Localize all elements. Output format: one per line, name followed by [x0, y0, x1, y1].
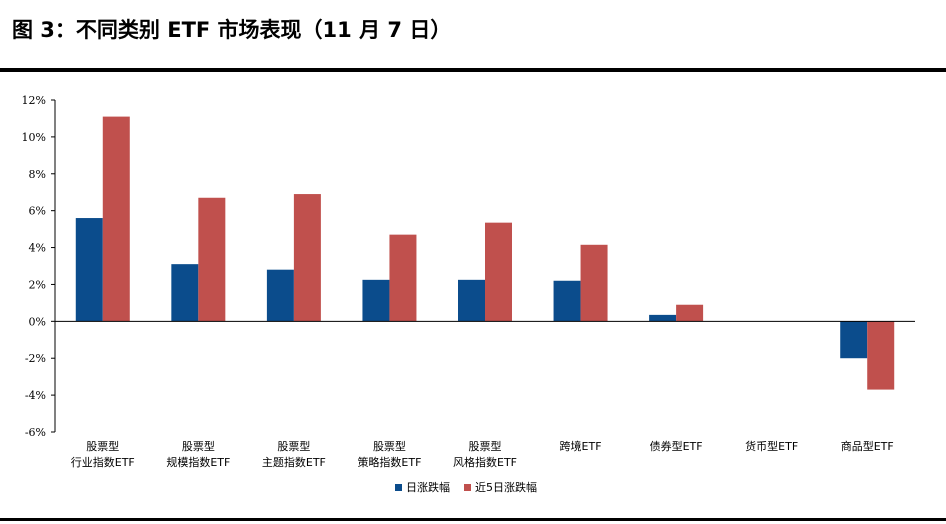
bar-series2: [293, 194, 321, 322]
y-tick-label: -6%: [25, 426, 46, 439]
bar-series2: [867, 321, 895, 390]
y-tick-label: 8%: [29, 168, 46, 181]
legend-swatch: [395, 484, 402, 491]
y-tick-label: 10%: [22, 131, 46, 144]
category-label: 股票型: [277, 439, 310, 453]
y-tick-label: 2%: [29, 278, 46, 291]
category-label: 商品型ETF: [841, 439, 894, 453]
bar-series1: [362, 279, 390, 322]
category-label: 股票型: [86, 439, 119, 453]
legend-label: 近5日涨跌幅: [475, 480, 537, 494]
category-label: 规模指数ETF: [166, 455, 230, 469]
bar-series2: [198, 197, 226, 322]
category-label: 跨境ETF: [560, 439, 602, 453]
bar-series2: [102, 116, 130, 322]
legend: 日涨跌幅 近5日涨跌幅: [395, 480, 537, 494]
bar-series1: [75, 218, 103, 322]
bar-series2: [485, 222, 512, 322]
y-tick-label: 0%: [29, 315, 46, 328]
bottom-rule: [0, 518, 946, 521]
bar-series2: [580, 244, 608, 322]
chart-title: 图 3：不同类别 ETF 市场表现（11 月 7 日）: [12, 18, 452, 42]
category-label: 主题指数ETF: [262, 455, 326, 469]
bar-series1: [458, 279, 485, 322]
y-tick-label: -2%: [25, 352, 46, 365]
bars: [75, 116, 895, 390]
bar-series1: [840, 321, 868, 359]
top-rule: [0, 68, 946, 72]
bar-series2: [389, 234, 417, 322]
y-axis: 12% 10% 8% 6% 4% 2% 0% -2% -4% -6%: [22, 94, 56, 439]
bar-series1: [553, 280, 581, 322]
bar-series2: [676, 304, 704, 322]
category-label: 策略指数ETF: [357, 455, 421, 469]
y-tick-label: 6%: [29, 205, 46, 218]
bar-series1: [171, 264, 199, 322]
category-label: 行业指数ETF: [71, 455, 135, 469]
category-label: 货币型ETF: [745, 439, 798, 453]
bar-series1: [649, 314, 677, 322]
y-tick-label: -4%: [25, 389, 46, 402]
legend-swatch: [464, 484, 471, 491]
category-label: 股票型: [182, 439, 215, 453]
category-label: 债券型ETF: [650, 439, 703, 453]
bar-series1: [266, 269, 294, 322]
category-label: 股票型: [373, 439, 406, 453]
category-label: 风格指数ETF: [453, 455, 517, 469]
category-label: 股票型: [469, 439, 502, 453]
y-tick-label: 12%: [22, 94, 46, 107]
legend-label: 日涨跌幅: [406, 480, 450, 494]
y-tick-label: 4%: [29, 242, 46, 255]
